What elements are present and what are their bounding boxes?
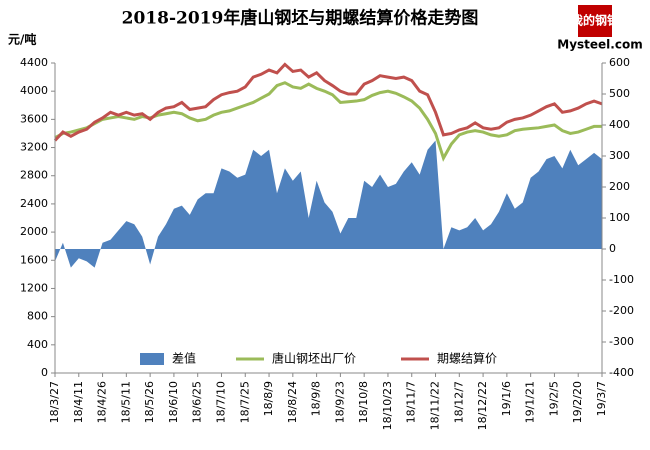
y-tick-label: 400 <box>27 338 48 351</box>
x-tick-label: 18/11/7 <box>405 381 418 423</box>
chart-title: 2018-2019年唐山钢坯与期螺结算价格走势图 <box>122 8 479 29</box>
x-tick-label: 19/2/5 <box>547 381 560 416</box>
y-tick-label: 800 <box>27 310 48 323</box>
x-tick-label: 18/11/22 <box>429 381 442 430</box>
y-tick-label: 3200 <box>20 141 48 154</box>
x-tick-label: 18/12/22 <box>476 381 489 430</box>
y2-tick-label: -400 <box>609 366 634 379</box>
x-tick-label: 19/2/20 <box>571 381 584 423</box>
y-tick-label: 4400 <box>20 56 48 69</box>
x-tick-label: 18/6/10 <box>167 381 180 423</box>
logo-box <box>578 5 612 37</box>
y-tick-label: 1200 <box>20 281 48 294</box>
x-tick-label: 18/9/23 <box>333 381 346 423</box>
y2-tick-label: 300 <box>609 149 630 162</box>
x-tick-label: 18/4/26 <box>96 381 109 423</box>
y-axis-label: 元/吨 <box>8 32 36 47</box>
y2-tick-label: 200 <box>609 180 630 193</box>
x-tick-label: 18/9/8 <box>310 381 323 416</box>
y-tick-label: 0 <box>41 366 48 379</box>
y-tick-label: 4000 <box>20 84 48 97</box>
x-tick-label: 18/8/24 <box>286 381 299 423</box>
y2-tick-label: -300 <box>609 335 634 348</box>
x-tick-label: 19/1/21 <box>524 381 537 423</box>
y-tick-label: 1600 <box>20 253 48 266</box>
y-tick-label: 2400 <box>20 197 48 210</box>
x-tick-label: 18/12/7 <box>452 381 465 423</box>
y-tick-label: 2000 <box>20 225 48 238</box>
line <box>54 81 602 162</box>
y2-tick-label: 400 <box>609 118 630 131</box>
x-tick-label: 18/8/9 <box>262 381 275 416</box>
y-tick-label: 3600 <box>20 112 48 125</box>
legend-label: 差值 <box>172 351 196 366</box>
logo-text: 我的钢铁 <box>571 13 619 28</box>
x-tick-label: 18/3/27 <box>48 381 61 423</box>
legend-label: 期螺结算价 <box>437 351 497 366</box>
area <box>55 140 602 268</box>
x-tick-label: 19/3/7 <box>595 381 608 416</box>
x-tick-label: 18/5/11 <box>119 381 132 423</box>
x-tick-label: 18/5/26 <box>143 381 156 423</box>
x-tick-label: 19/1/6 <box>500 381 513 416</box>
x-tick-label: 18/7/10 <box>214 381 227 423</box>
x-tick-label: 18/6/25 <box>191 381 204 423</box>
y2-tick-label: -100 <box>609 273 634 286</box>
y2-tick-label: 100 <box>609 211 630 224</box>
y2-tick-label: 600 <box>609 56 630 69</box>
x-tick-label: 18/7/25 <box>238 381 251 423</box>
x-tick-label: 18/4/11 <box>72 381 85 423</box>
y-tick-label: 2800 <box>20 169 48 182</box>
y2-tick-label: -200 <box>609 304 634 317</box>
x-tick-label: 18/10/23 <box>381 381 394 430</box>
legend-label: 唐山钢坯出厂价 <box>272 351 356 366</box>
y2-tick-label: 0 <box>609 242 616 255</box>
line <box>53 62 603 142</box>
x-tick-label: 18/10/8 <box>357 381 370 423</box>
legend-swatch <box>140 353 164 365</box>
logo-brand: Mysteel.com <box>557 38 642 52</box>
y2-tick-label: 500 <box>609 87 630 100</box>
